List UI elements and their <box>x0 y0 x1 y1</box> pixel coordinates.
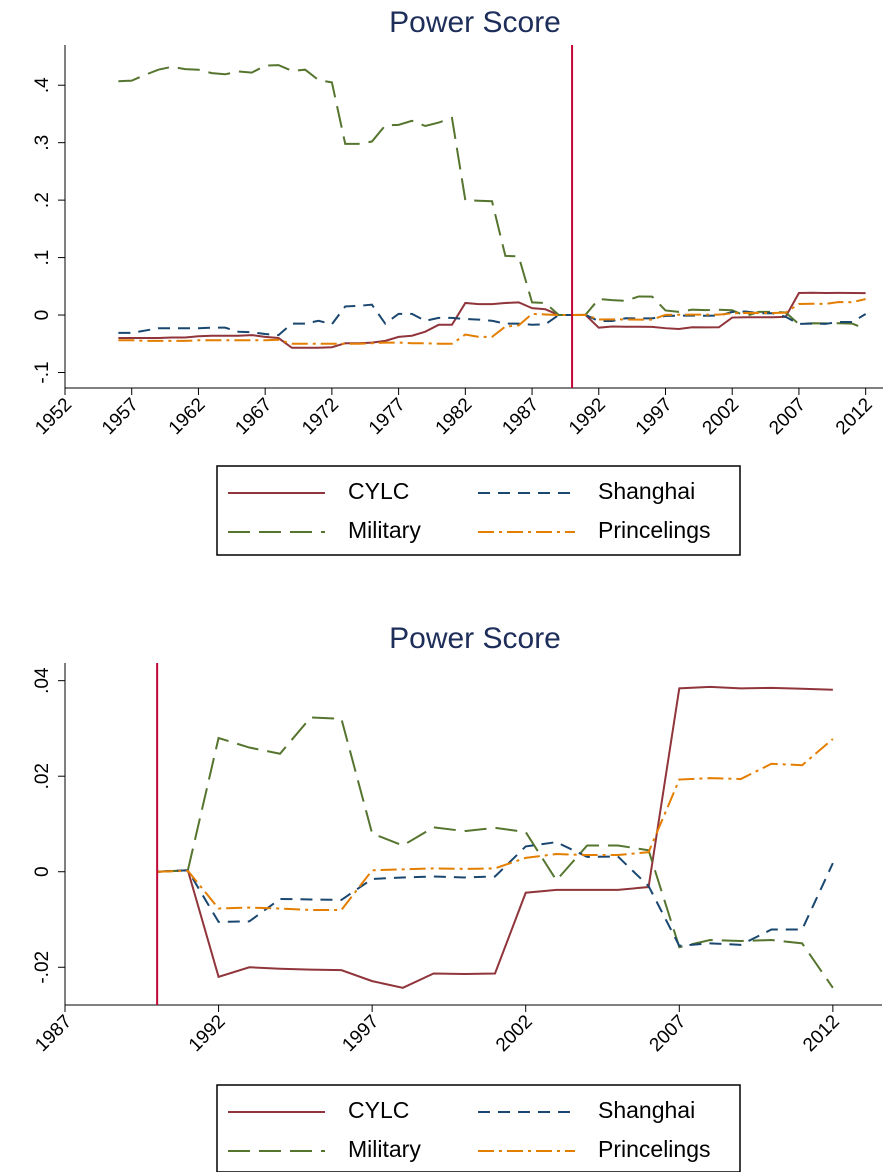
x-tick-label: 1952 <box>31 394 76 439</box>
legend-label: Shanghai <box>598 478 695 504</box>
x-tick-label: 2012 <box>799 1011 844 1056</box>
y-tick-label: 0 <box>32 310 53 321</box>
x-tick-label: 1992 <box>565 394 610 439</box>
x-tick-label: 1967 <box>231 394 276 439</box>
legend-label: CYLC <box>348 478 409 504</box>
series-line <box>118 303 867 337</box>
chart-title: Power Score <box>389 6 561 39</box>
x-tick-label: 2012 <box>832 394 877 439</box>
y-tick-label: -.1 <box>32 361 53 383</box>
series-line <box>118 298 866 345</box>
x-tick-label: 2007 <box>765 394 810 439</box>
x-tick-label: 1977 <box>365 394 410 439</box>
series-line <box>157 716 834 989</box>
series-line <box>118 64 867 330</box>
legend-label: Military <box>348 1136 421 1162</box>
legend-box <box>216 1084 741 1172</box>
y-tick-label: .1 <box>32 250 53 266</box>
x-tick-label: 1997 <box>632 394 677 439</box>
x-tick-label: 2002 <box>492 1011 537 1056</box>
x-tick-label: 2007 <box>646 1011 691 1056</box>
y-tick-label: .04 <box>32 667 53 694</box>
x-tick-label: 1987 <box>31 1011 76 1056</box>
x-tick-label: 1982 <box>432 394 477 439</box>
x-tick-label: 1962 <box>165 394 210 439</box>
legend-label: Military <box>348 517 421 543</box>
legend-label: Princelings <box>598 517 711 543</box>
y-tick-label: 0 <box>32 866 53 877</box>
y-tick-label: .3 <box>32 135 53 151</box>
legend-label: Shanghai <box>598 1097 695 1123</box>
series-line <box>157 685 833 989</box>
y-tick-label: .2 <box>32 192 53 208</box>
chart-title: Power Score <box>389 622 561 655</box>
y-tick-label: -.02 <box>32 951 53 984</box>
legend-box <box>216 465 741 556</box>
y-tick-label: .4 <box>32 77 53 93</box>
legend-label: Princelings <box>598 1136 711 1162</box>
x-tick-label: 2002 <box>699 394 744 439</box>
x-tick-label: 1972 <box>298 394 343 439</box>
series-line <box>118 291 866 349</box>
legend-label: CYLC <box>348 1097 409 1123</box>
x-tick-label: 1987 <box>498 394 543 439</box>
series-line <box>157 738 834 911</box>
x-tick-label: 1957 <box>98 394 143 439</box>
series-line <box>157 841 834 947</box>
y-tick-label: .02 <box>32 763 53 789</box>
x-tick-label: 1997 <box>338 1011 383 1056</box>
x-tick-label: 1992 <box>185 1011 230 1056</box>
